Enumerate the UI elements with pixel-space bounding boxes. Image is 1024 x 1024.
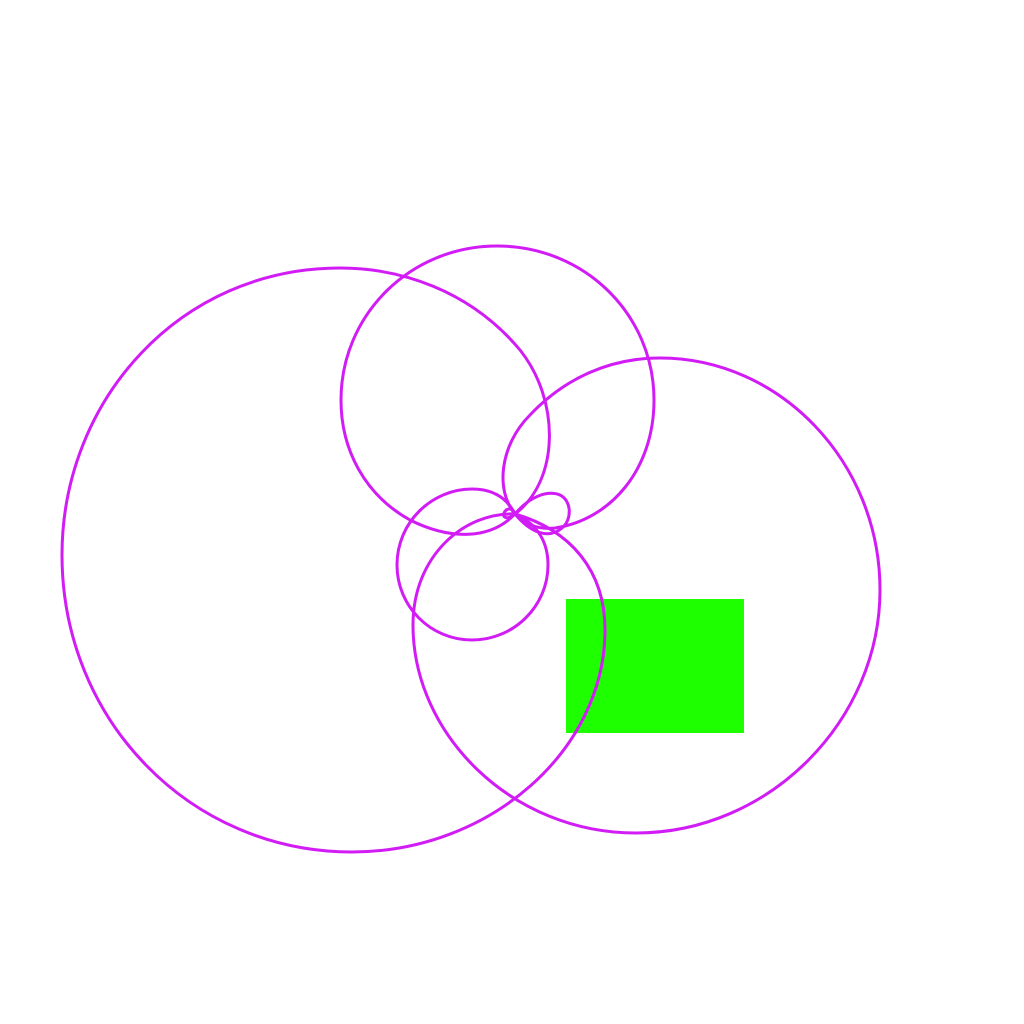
small-center-loop [513,491,571,536]
right-loop [411,356,882,835]
bottom-center-loop [395,487,550,642]
large-left-loop [60,266,607,854]
loops-group [60,244,882,854]
tiny-loop [502,507,517,520]
top-loop [339,244,656,536]
green-rectangle [566,599,744,733]
